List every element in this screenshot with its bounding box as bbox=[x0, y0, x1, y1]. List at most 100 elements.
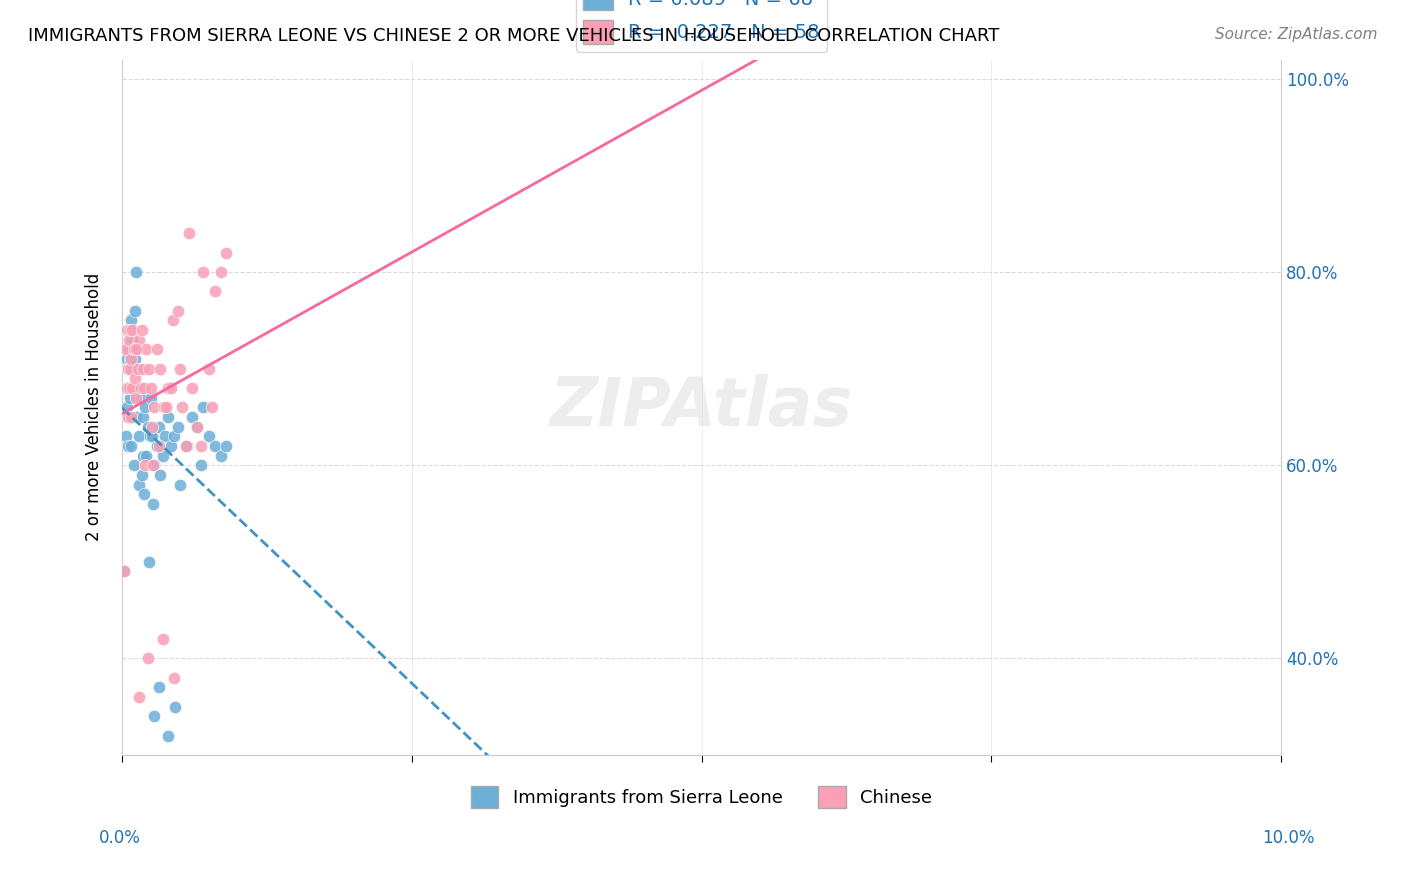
Point bbox=[128, 690, 150, 704]
Point bbox=[143, 458, 166, 473]
Point bbox=[122, 343, 145, 357]
Point bbox=[152, 401, 174, 415]
Point bbox=[120, 361, 142, 376]
Point bbox=[124, 371, 146, 385]
Point bbox=[157, 729, 180, 743]
Point bbox=[153, 429, 176, 443]
Point bbox=[112, 565, 135, 579]
Point bbox=[165, 699, 187, 714]
Point bbox=[215, 439, 238, 453]
Point bbox=[136, 651, 159, 665]
Point bbox=[132, 381, 155, 395]
Point bbox=[124, 303, 146, 318]
Point bbox=[209, 449, 232, 463]
Point bbox=[121, 323, 143, 337]
Point bbox=[142, 497, 165, 511]
Point bbox=[117, 409, 139, 424]
Point bbox=[118, 409, 141, 424]
Point bbox=[139, 429, 162, 443]
Point bbox=[112, 565, 135, 579]
Point bbox=[122, 458, 145, 473]
Point bbox=[148, 439, 170, 453]
Point bbox=[157, 381, 180, 395]
Point bbox=[143, 401, 166, 415]
Point bbox=[115, 351, 138, 366]
Point bbox=[132, 487, 155, 501]
Point bbox=[174, 439, 197, 453]
Point bbox=[138, 555, 160, 569]
Point bbox=[204, 439, 226, 453]
Point bbox=[115, 381, 138, 395]
Point bbox=[128, 429, 150, 443]
Point bbox=[190, 439, 212, 453]
Point bbox=[128, 477, 150, 491]
Point bbox=[128, 333, 150, 347]
Point bbox=[120, 409, 142, 424]
Point bbox=[169, 477, 191, 491]
Point bbox=[117, 439, 139, 453]
Point bbox=[122, 343, 145, 357]
Point bbox=[131, 323, 153, 337]
Point bbox=[114, 381, 136, 395]
Y-axis label: 2 or more Vehicles in Household: 2 or more Vehicles in Household bbox=[86, 273, 103, 541]
Point bbox=[117, 361, 139, 376]
Point bbox=[120, 323, 142, 337]
Point bbox=[190, 458, 212, 473]
Point bbox=[172, 401, 194, 415]
Point bbox=[114, 429, 136, 443]
Point bbox=[132, 361, 155, 376]
Point bbox=[159, 381, 181, 395]
Point bbox=[193, 401, 215, 415]
Point bbox=[155, 401, 177, 415]
Point bbox=[125, 265, 148, 279]
Point bbox=[166, 419, 188, 434]
Point bbox=[141, 429, 163, 443]
Point bbox=[121, 409, 143, 424]
Point bbox=[198, 361, 221, 376]
Point bbox=[186, 419, 208, 434]
Point bbox=[134, 458, 156, 473]
Point bbox=[179, 227, 201, 241]
Point bbox=[120, 361, 142, 376]
Point bbox=[143, 709, 166, 723]
Point bbox=[131, 467, 153, 482]
Point bbox=[115, 323, 138, 337]
Point bbox=[129, 391, 152, 405]
Point bbox=[136, 419, 159, 434]
Legend: Immigrants from Sierra Leone, Chinese: Immigrants from Sierra Leone, Chinese bbox=[464, 779, 939, 815]
Point bbox=[127, 381, 149, 395]
Point bbox=[127, 361, 149, 376]
Point bbox=[180, 409, 202, 424]
Point bbox=[146, 439, 169, 453]
Point bbox=[141, 419, 163, 434]
Point bbox=[132, 409, 155, 424]
Point bbox=[159, 439, 181, 453]
Point bbox=[139, 381, 162, 395]
Point bbox=[193, 265, 215, 279]
Text: 0.0%: 0.0% bbox=[98, 829, 141, 847]
Text: 10.0%: 10.0% bbox=[1263, 829, 1315, 847]
Point bbox=[127, 343, 149, 357]
Point bbox=[146, 343, 169, 357]
Point bbox=[163, 671, 186, 685]
Point bbox=[121, 381, 143, 395]
Text: IMMIGRANTS FROM SIERRA LEONE VS CHINESE 2 OR MORE VEHICLES IN HOUSEHOLD CORRELAT: IMMIGRANTS FROM SIERRA LEONE VS CHINESE … bbox=[28, 27, 1000, 45]
Point bbox=[157, 409, 180, 424]
Point bbox=[148, 681, 170, 695]
Text: Source: ZipAtlas.com: Source: ZipAtlas.com bbox=[1215, 27, 1378, 42]
Point bbox=[118, 343, 141, 357]
Point bbox=[120, 391, 142, 405]
Point bbox=[118, 381, 141, 395]
Point bbox=[142, 458, 165, 473]
Point bbox=[127, 343, 149, 357]
Point bbox=[152, 449, 174, 463]
Point bbox=[118, 333, 141, 347]
Point bbox=[121, 333, 143, 347]
Point bbox=[139, 391, 162, 405]
Point bbox=[124, 351, 146, 366]
Point bbox=[134, 401, 156, 415]
Point bbox=[125, 391, 148, 405]
Point bbox=[163, 429, 186, 443]
Point bbox=[174, 439, 197, 453]
Point bbox=[186, 419, 208, 434]
